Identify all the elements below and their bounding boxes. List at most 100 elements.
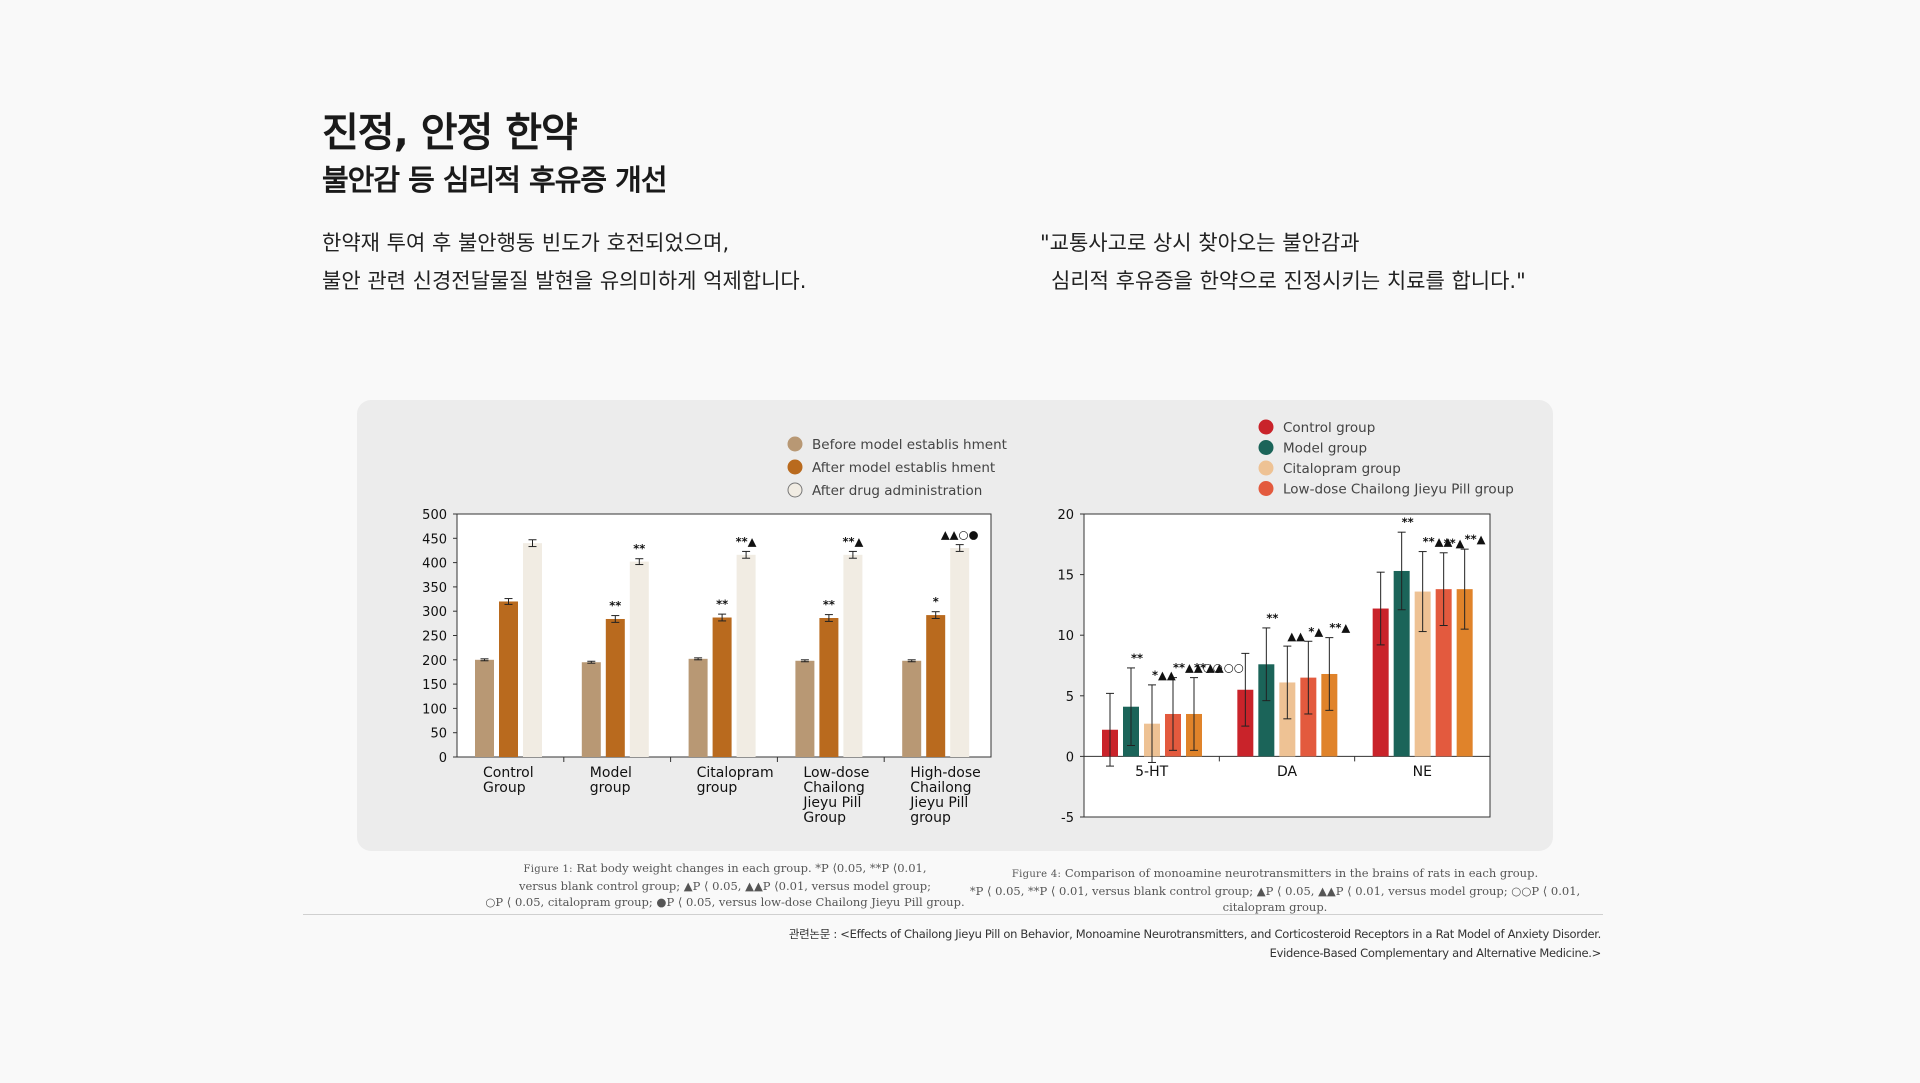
- legend-label: Model group: [1283, 441, 1367, 457]
- bar: [1258, 664, 1275, 757]
- x-tick-label: Model group: [590, 765, 632, 796]
- significance-marker: **▲▲○○: [1194, 661, 1244, 675]
- bar: [795, 660, 815, 757]
- significance-marker: ▲▲: [1287, 629, 1305, 643]
- figure1-caption-line: Rat body weight changes in each group. *…: [576, 861, 927, 875]
- description-left-line: 한약재 투여 후 불안행동 빈도가 호전되었으며,: [322, 231, 730, 255]
- x-tick-label: Low-dose Chailong Jieyu Pill Group: [802, 765, 869, 826]
- significance-marker: **▲: [1444, 536, 1465, 550]
- x-tick-label: Citalopram group: [697, 765, 774, 796]
- description-quote-line: 심리적 후유증을 한약으로 진정시키는 치료를 합니다.": [1051, 269, 1526, 293]
- significance-marker: **: [633, 542, 645, 556]
- y-tick-label: -5: [1061, 811, 1074, 826]
- body-weight-chart: Before model establis hment After model e…: [422, 436, 1007, 826]
- bar: [1321, 673, 1338, 757]
- reference-line: 관련논문 : <Effects of Chailong Jieyu Pill o…: [788, 927, 1601, 941]
- y-tick-label: 450: [422, 532, 447, 547]
- significance-marker: *: [933, 595, 939, 609]
- y-tick-label: 15: [1057, 569, 1074, 584]
- significance-marker: **▲: [736, 534, 757, 548]
- bar: [475, 659, 494, 757]
- page-subtitle: 불안감 등 심리적 후유증 개선: [322, 163, 668, 197]
- y-tick-label: 150: [422, 678, 447, 693]
- y-tick-label: 10: [1057, 629, 1074, 644]
- x-tick-label: DA: [1277, 764, 1298, 780]
- y-tick-label: 100: [422, 702, 447, 717]
- bar: [736, 554, 756, 757]
- bar: [902, 660, 922, 757]
- figure4-label: Figure 4:: [1011, 869, 1062, 880]
- figure1-caption-line: ○P ⟨ 0.05, citalopram group; ●P ⟨ 0.05, …: [485, 895, 965, 909]
- bar: [819, 618, 839, 757]
- x-tick-label: Control Group: [483, 765, 534, 796]
- significance-marker: *▲: [1308, 624, 1323, 638]
- y-tick-label: 350: [422, 581, 447, 596]
- significance-marker: **▲: [1329, 621, 1350, 635]
- bar: [1393, 570, 1410, 757]
- legend-swatch: [1258, 460, 1274, 476]
- y-tick-label: 250: [422, 630, 447, 645]
- description-left: 한약재 투여 후 불안행동 빈도가 호전되었으며, 불안 관련 신경전달물질 발…: [322, 224, 806, 300]
- figure1-caption-line: versus blank control group; ▲P ⟨ 0.05, ▲…: [518, 879, 932, 893]
- bar: [1372, 608, 1389, 757]
- bar: [1435, 589, 1452, 757]
- y-tick-label: 200: [422, 654, 447, 669]
- figure4-caption: Figure 4: Comparison of monoamine neurot…: [955, 865, 1595, 915]
- legend-swatch: [787, 459, 803, 475]
- legend-swatch: [787, 482, 803, 498]
- figure1-caption: Figure 1: Rat body weight changes in eac…: [470, 860, 980, 910]
- significance-marker: **▲: [1465, 532, 1486, 546]
- bar: [1279, 682, 1296, 757]
- significance-marker: **▲: [842, 534, 863, 548]
- bar: [688, 658, 708, 757]
- description-quote-line: "교통사고로 상시 찾아오는 불안감과: [1040, 231, 1360, 255]
- legend-swatch: [787, 436, 803, 452]
- significance-marker: **: [823, 598, 835, 612]
- y-tick-label: 5: [1066, 690, 1074, 705]
- legend-label: Citalopram group: [1283, 461, 1401, 477]
- significance-marker: **▲▲: [1423, 535, 1453, 549]
- significance-marker: **: [1402, 515, 1414, 529]
- x-tick-label: NE: [1413, 764, 1432, 780]
- bar: [629, 561, 649, 757]
- page-title: 진정, 안정 한약: [322, 110, 578, 156]
- bar: [1300, 677, 1317, 757]
- y-tick-label: 20: [1057, 508, 1074, 523]
- description-left-line: 불안 관련 신경전달물질 발현을 유의미하게 억제합니다.: [322, 269, 807, 293]
- bar: [926, 615, 946, 757]
- figure4-caption-line: Comparison of monoamine neurotransmitter…: [1064, 866, 1539, 880]
- significance-marker: **: [1131, 651, 1143, 665]
- legend-label: After model establis hment: [812, 460, 995, 476]
- bar: [950, 548, 970, 757]
- bar: [712, 617, 732, 757]
- significance-marker: **: [716, 597, 728, 611]
- significance-marker: ▲▲○●: [941, 528, 979, 542]
- y-tick-label: 400: [422, 557, 447, 572]
- y-tick-label: 50: [430, 727, 447, 742]
- legend-label: Control group: [1283, 420, 1375, 436]
- legend-swatch: [1258, 440, 1274, 455]
- x-tick-label: 5-HT: [1135, 764, 1168, 780]
- description-quote: "교통사고로 상시 찾아오는 불안감과 심리적 후유증을 한약으로 진정시키는 …: [1040, 224, 1526, 300]
- bar: [523, 543, 542, 757]
- figure4-caption-line: *P ⟨ 0.05, **P ⟨ 0.01, versus blank cont…: [969, 884, 1581, 914]
- reference-citation: 관련논문 : <Effects of Chailong Jieyu Pill o…: [789, 925, 1601, 963]
- significance-marker: **: [1266, 611, 1278, 625]
- y-tick-label: 0: [439, 751, 447, 766]
- significance-marker: *▲▲: [1152, 668, 1176, 682]
- legend-label: Low-dose Chailong Jieyu Pill group: [1283, 482, 1514, 498]
- y-tick-label: 300: [422, 605, 447, 620]
- bar: [605, 618, 625, 757]
- legend-swatch: [1258, 481, 1274, 496]
- legend-label: Before model establis hment: [812, 437, 1007, 453]
- figure1-label: Figure 1:: [523, 864, 573, 875]
- bar: [843, 554, 863, 757]
- bar: [1456, 589, 1473, 757]
- reference-line: Evidence-Based Complementary and Alterna…: [1269, 946, 1602, 960]
- y-tick-label: 0: [1066, 750, 1074, 765]
- y-tick-label: 500: [422, 508, 447, 523]
- legend-swatch: [1258, 419, 1274, 435]
- significance-marker: **: [609, 599, 621, 613]
- legend-label: After drug administration: [812, 483, 982, 499]
- x-tick-label: High-dose Chailong Jieyu Pill group: [909, 765, 981, 826]
